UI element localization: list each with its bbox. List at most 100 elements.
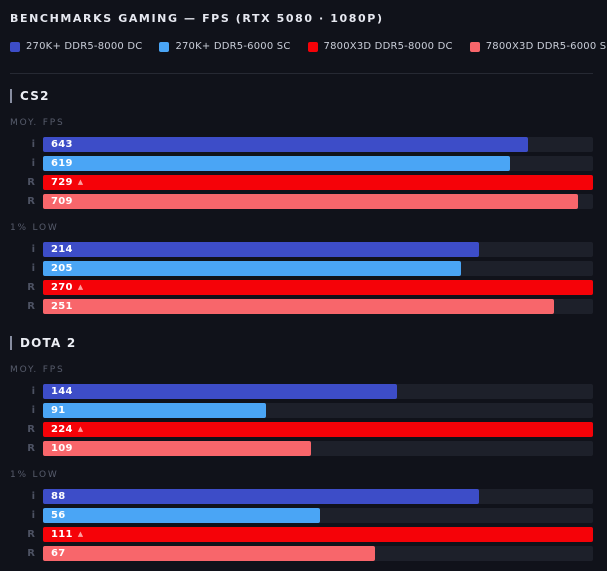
bar: 270 ▲ (43, 280, 593, 295)
legend-item: 7800X3D DDR5-6000 SC (469, 41, 607, 52)
bar: 56 (43, 508, 321, 523)
bar-rows: i 88 i 56 R 111 ▲ R 67 (10, 489, 593, 561)
bar-row: i 214 (10, 242, 593, 257)
bar-track: 619 (43, 156, 593, 171)
bar-value-label: 270 (51, 282, 73, 293)
bar-rows: i 144 i 91 R 224 ▲ R 109 (10, 384, 593, 456)
cpu-vendor-tag: R (27, 196, 35, 207)
bar: 88 (43, 489, 480, 504)
bar-value-label: 67 (51, 548, 66, 559)
legend-swatch-icon (159, 41, 170, 52)
cpu-vendor-tag: R (27, 177, 35, 188)
bar-row: R 729 ▲ (10, 175, 593, 190)
legend-swatch-icon (10, 41, 20, 52)
metric-group-label: MOY. FPS (10, 118, 65, 128)
bar: 91 (43, 403, 267, 418)
bar-row: R 67 (10, 546, 593, 561)
bar-row: i 56 (10, 508, 593, 523)
bar: 144 (43, 384, 397, 399)
bar-row: i 144 (10, 384, 593, 399)
legend-item: 270K+ DDR5-6000 SC (159, 41, 290, 52)
game-section: DOTA 2 MOY. FPS i 144 i 91 R 224 ▲ R 109 1% LOW i 88 i… (10, 336, 593, 561)
bar-row: i 619 (10, 156, 593, 171)
bar-row: i 88 (10, 489, 593, 504)
winner-triangle-icon: ▲ (77, 283, 84, 291)
game-section: CS2 MOY. FPS i 643 i 619 R 729 ▲ R 709 1% LOW i 214 i 2… (10, 89, 593, 314)
bar-value-label: 709 (51, 196, 73, 207)
section-accent-bar (10, 336, 12, 350)
legend-item: 270K+ DDR5-8000 DC (10, 41, 142, 52)
bar-track: 91 (43, 403, 593, 418)
bar-track: 144 (43, 384, 593, 399)
bar-track: 56 (43, 508, 593, 523)
section-header: DOTA 2 (10, 336, 593, 350)
cpu-vendor-tag: R (27, 529, 35, 540)
bar-value-label: 729 (51, 177, 73, 188)
bar-row: i 205 (10, 261, 593, 276)
bar-value-label: 56 (51, 510, 66, 521)
bar-rows: i 214 i 205 R 270 ▲ R 251 (10, 242, 593, 314)
cpu-vendor-tag: R (27, 282, 35, 293)
bar: 205 (43, 261, 461, 276)
bar-track: 109 (43, 441, 593, 456)
bar-track: 270 ▲ (43, 280, 593, 295)
legend-item-label: 7800X3D DDR5-8000 DC (323, 41, 453, 52)
chart-sections: CS2 MOY. FPS i 643 i 619 R 729 ▲ R 709 1% LOW i 214 i 2… (10, 89, 593, 561)
bar: 109 (43, 441, 311, 456)
bar-track: 205 (43, 261, 593, 276)
legend-swatch-icon (469, 41, 480, 52)
cpu-vendor-tag: R (27, 548, 35, 559)
legend-item-label: 270K+ DDR5-6000 SC (175, 41, 291, 52)
bar-track: 709 (43, 194, 593, 209)
metric-group: 1% LOW i 88 i 56 R 111 ▲ R 67 (10, 470, 593, 561)
section-title: CS2 (20, 89, 50, 103)
section-accent-bar (10, 89, 12, 103)
metric-group: MOY. FPS i 144 i 91 R 224 ▲ R 109 (10, 365, 593, 456)
cpu-vendor-tag: i (31, 405, 35, 416)
bar-track: 729 ▲ (43, 175, 593, 190)
cpu-vendor-tag: R (27, 443, 35, 454)
bar-row: i 643 (10, 137, 593, 152)
bar: 111 ▲ (43, 527, 593, 542)
bar: 619 (43, 156, 510, 171)
bar-value-label: 251 (51, 301, 73, 312)
cpu-vendor-tag: R (27, 424, 35, 435)
bar-value-label: 88 (51, 491, 66, 502)
cpu-vendor-tag: i (31, 139, 35, 150)
bar-track: 214 (43, 242, 593, 257)
bar-row: R 270 ▲ (10, 280, 593, 295)
metric-group: 1% LOW i 214 i 205 R 270 ▲ R 251 (10, 223, 593, 314)
bar-track: 251 (43, 299, 593, 314)
bar: 251 (43, 299, 555, 314)
bar: 729 ▲ (43, 175, 593, 190)
winner-triangle-icon: ▲ (77, 178, 84, 186)
bar-value-label: 205 (51, 263, 73, 274)
cpu-vendor-tag: i (31, 386, 35, 397)
bar-row: R 109 (10, 441, 593, 456)
bar: 224 ▲ (43, 422, 593, 437)
legend-swatch-icon (307, 41, 318, 52)
bar-value-label: 111 (51, 529, 73, 540)
bar-rows: i 643 i 619 R 729 ▲ R 709 (10, 137, 593, 209)
bar-value-label: 643 (51, 139, 73, 150)
divider (10, 73, 593, 74)
bar: 709 (43, 194, 578, 209)
metric-group-label: 1% LOW (10, 470, 59, 480)
cpu-vendor-tag: i (31, 158, 35, 169)
bar-value-label: 224 (51, 424, 73, 435)
bar-row: R 224 ▲ (10, 422, 593, 437)
metric-group-label: 1% LOW (10, 223, 59, 233)
bar-track: 67 (43, 546, 593, 561)
bar-row: i 91 (10, 403, 593, 418)
metric-group-label: MOY. FPS (10, 365, 65, 375)
legend: 270K+ DDR5-8000 DC 270K+ DDR5-6000 SC 7800… (10, 41, 607, 52)
cpu-vendor-tag: i (31, 510, 35, 521)
bar-value-label: 214 (51, 244, 73, 255)
bar-value-label: 109 (51, 443, 73, 454)
section-title: DOTA 2 (20, 336, 77, 350)
bar-track: 224 ▲ (43, 422, 593, 437)
legend-item: 7800X3D DDR5-8000 DC (307, 41, 453, 52)
bar-track: 643 (43, 137, 593, 152)
bar-value-label: 144 (51, 386, 73, 397)
bar: 643 (43, 137, 529, 152)
